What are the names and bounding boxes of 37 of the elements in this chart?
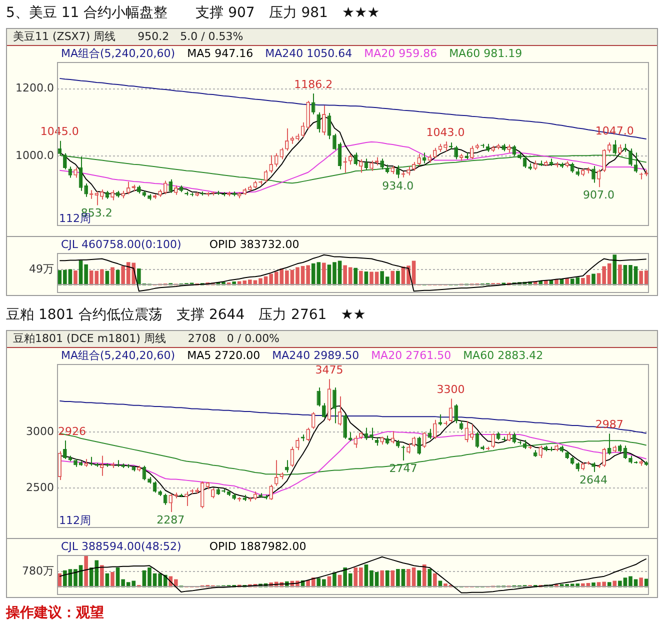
y-tick-label: 780万 [22,564,54,578]
y-tick-label: 1200.0 [16,82,54,95]
text: MA5 2720.00 [187,348,260,362]
series-label: OPID 383732.00 [209,238,300,251]
text: 操作建议：观望 [6,604,105,622]
text: MA60 981.19 [449,46,522,60]
annotation: 3300 [436,383,465,396]
annotation: 1186.2 [294,78,333,91]
chart-title: 5、美豆 11 合约小幅盘整 支撑 907 压力 981 ★★★ [6,4,381,23]
text: MA240 2989.50 [272,348,360,362]
chart-subtitle: 豆粕1801 (DCE m1801) 周线 2708 0 / 0.00% [7,331,657,348]
annotation: 907.0 [583,188,615,202]
chart-subtitle: 美豆11 (ZSX7) 周线 950.2 5.0 / 0.53% [7,29,657,46]
text: MA240 1050.64 [265,46,352,60]
legend-title: MA组合(5,240,20,60) [61,348,176,362]
y-tick-label: 3000 [26,425,54,438]
text: MA20 2761.50 [371,348,452,362]
annotation: 934.0 [382,179,414,192]
text: MA20 959.86 [364,46,438,60]
text: MA60 2883.42 [463,348,544,362]
y-tick-label: 49万 [29,262,54,276]
annotation: 3475 [315,363,344,376]
annotation: 2287 [156,513,185,526]
y-tick-label: 1000.0 [16,148,54,162]
y-tick-label: 2500 [26,481,54,494]
text: MA5 947.16 [187,46,254,60]
annotation: 2926 [58,424,86,438]
legend-title: CJL 388594.00(48:52) [61,540,182,553]
annotation: 2747 [389,462,418,475]
annotation: 1045.0 [40,125,79,138]
chart-title: 豆粕 1801 合约低位震荡 支撑 2644 压力 2761 ★★ [6,306,367,325]
annotation: 112周 [59,514,91,527]
annotation: 1043.0 [426,126,465,139]
annotation: 2644 [580,473,608,486]
text: OPID 1887982.00 [209,540,306,553]
legend-title: MA组合(5,240,20,60) [61,46,176,60]
legend-title: CJL 460758.00(0:100) [61,238,182,251]
